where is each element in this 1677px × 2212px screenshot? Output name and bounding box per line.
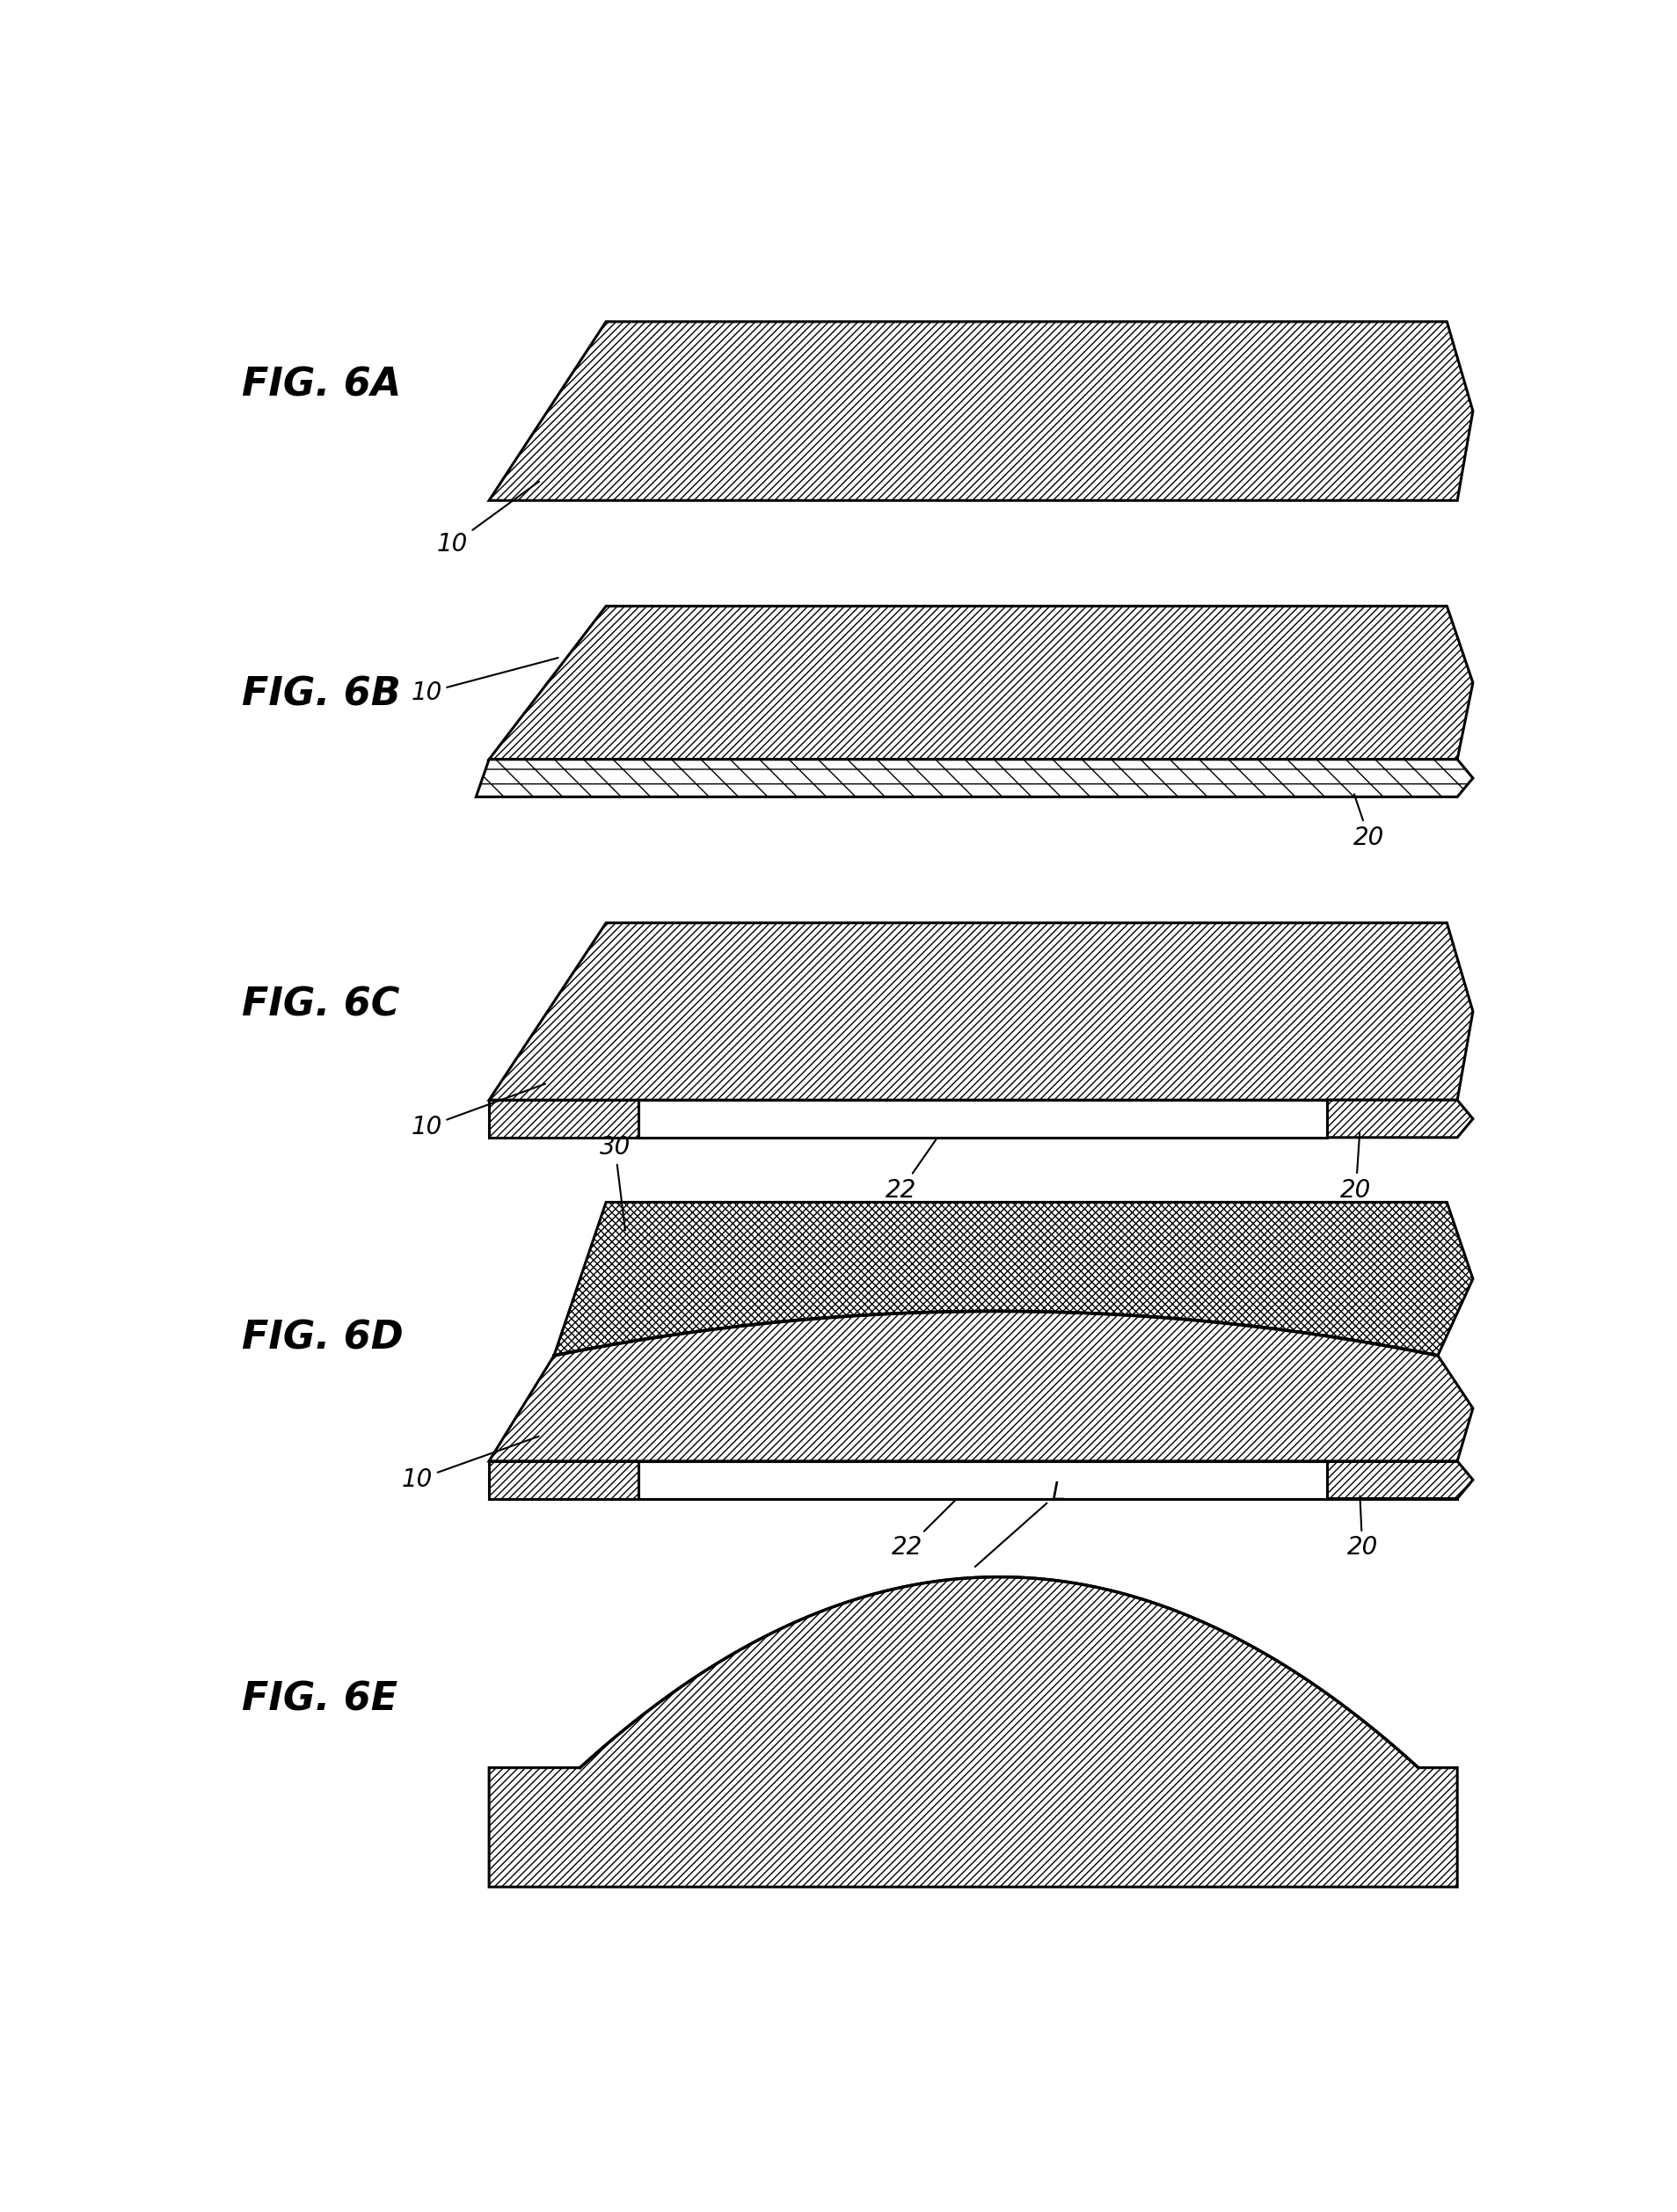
- Text: FIG. 6A: FIG. 6A: [241, 365, 401, 403]
- Text: L: L: [974, 1482, 1065, 1566]
- Polygon shape: [553, 1201, 1472, 1356]
- Text: 22: 22: [885, 1139, 936, 1203]
- Polygon shape: [490, 1462, 639, 1498]
- Text: 10: 10: [402, 1436, 538, 1491]
- Text: 20: 20: [1340, 1133, 1372, 1203]
- Text: 30: 30: [600, 1135, 631, 1230]
- Polygon shape: [490, 321, 1472, 500]
- Text: FIG. 6B: FIG. 6B: [241, 675, 401, 714]
- Polygon shape: [639, 1099, 1328, 1137]
- Text: 20: 20: [1353, 794, 1384, 849]
- Polygon shape: [639, 1462, 1328, 1498]
- Polygon shape: [490, 922, 1472, 1099]
- Polygon shape: [490, 606, 1472, 759]
- Polygon shape: [1328, 1462, 1472, 1498]
- Text: FIG. 6E: FIG. 6E: [241, 1681, 397, 1719]
- Polygon shape: [476, 759, 1472, 796]
- Text: 10: 10: [411, 657, 558, 706]
- Text: 10: 10: [411, 1084, 545, 1139]
- Polygon shape: [490, 1312, 1472, 1462]
- Text: 10: 10: [438, 482, 538, 557]
- Polygon shape: [490, 1099, 639, 1137]
- Text: FIG. 6D: FIG. 6D: [241, 1321, 404, 1358]
- Text: FIG. 6C: FIG. 6C: [241, 987, 399, 1024]
- Polygon shape: [490, 1577, 1457, 1887]
- Polygon shape: [1328, 1099, 1472, 1137]
- Text: 22: 22: [892, 1500, 956, 1559]
- Text: 20: 20: [1347, 1495, 1378, 1559]
